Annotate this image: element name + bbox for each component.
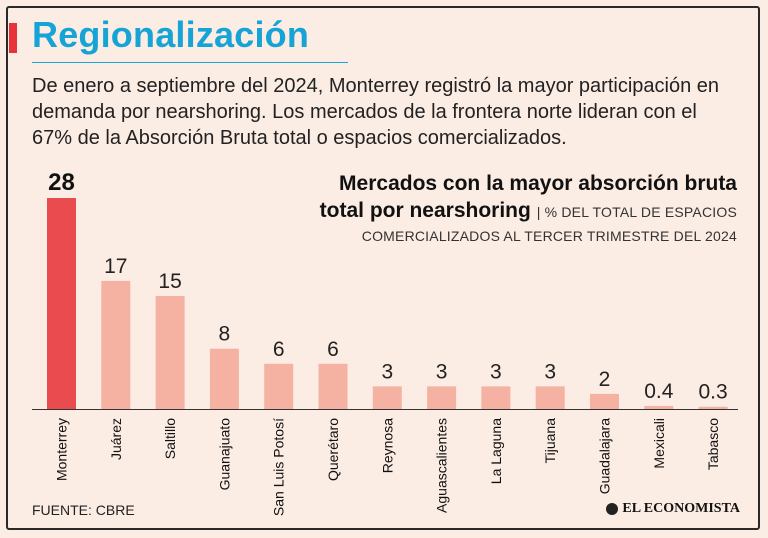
bar-saltillo [155, 295, 185, 409]
brand-name: EL ECONOMISTA [622, 501, 740, 516]
category-label: Guadalajara [597, 418, 613, 494]
value-label: 0.4 [644, 380, 674, 403]
intro-paragraph: De enero a septiembre del 2024, Monterre… [32, 75, 720, 149]
bar-quer-taro [318, 363, 348, 409]
brand-mark-icon [606, 503, 619, 515]
category-label: Reynosa [379, 418, 395, 473]
bar-la-laguna [481, 386, 511, 409]
category-label: San Luis Potosí [271, 418, 287, 516]
bar-tabasco [698, 406, 728, 409]
chart-title-line2-wrap: total por nearshoring | % DEL TOTAL DE E… [320, 197, 737, 226]
chart-title: Mercados con la mayor absorción bruta to… [320, 170, 737, 226]
bar-reynosa [372, 386, 402, 409]
bar-ju-rez [101, 280, 131, 409]
category-label: Mexicali [651, 418, 667, 469]
bar-monterrey [47, 198, 76, 409]
bar-san-luis-potos- [264, 363, 294, 409]
value-label: 15 [158, 270, 181, 293]
value-label: 6 [273, 338, 285, 361]
value-label: 0.3 [698, 381, 727, 404]
bar-guadalajara [590, 393, 619, 409]
chart-title-line2: total por nearshoring [319, 199, 531, 222]
chart-subtitle-part2: COMERCIALIZADOS AL TERCER TRIMESTRE DEL … [361, 228, 737, 244]
title-underline [32, 62, 348, 63]
value-label: 3 [490, 360, 502, 383]
category-label: Saltillo [162, 418, 178, 459]
value-label: 28 [48, 169, 75, 196]
title-accent-bar [9, 23, 17, 53]
value-label: 2 [599, 368, 611, 391]
category-label: Monterrey [54, 418, 70, 481]
bar-guanajuato [209, 348, 239, 409]
value-label: 3 [436, 360, 448, 383]
bar-aguascalientes [427, 386, 457, 409]
category-label: Tijuana [542, 418, 558, 464]
chart-subtitle-sep: | [536, 204, 545, 220]
category-label: La Laguna [488, 418, 504, 484]
chart-subtitle-part1: % DEL TOTAL DE ESPACIOS [544, 204, 737, 220]
category-label: Guanajuato [216, 418, 232, 491]
page-title: Regionalización [32, 14, 310, 55]
brand-logo: EL ECONOMISTA [606, 501, 740, 517]
value-label: 17 [104, 255, 127, 278]
value-label: 8 [219, 323, 231, 346]
card-frame [6, 6, 760, 530]
category-label: Tabasco [705, 418, 721, 470]
category-label: Aguascalientes [434, 418, 450, 513]
chart-title-line1: Mercados con la mayor absorción bruta [339, 172, 737, 195]
value-label: 6 [327, 338, 339, 361]
category-label: Juárez [108, 418, 124, 460]
value-label: 3 [544, 360, 556, 383]
category-label: Querétaro [325, 418, 341, 481]
value-label: 3 [381, 360, 393, 383]
bar-mexicali [644, 405, 674, 409]
bar-tijuana [535, 386, 565, 409]
source-note: FUENTE: CBRE [32, 502, 135, 518]
